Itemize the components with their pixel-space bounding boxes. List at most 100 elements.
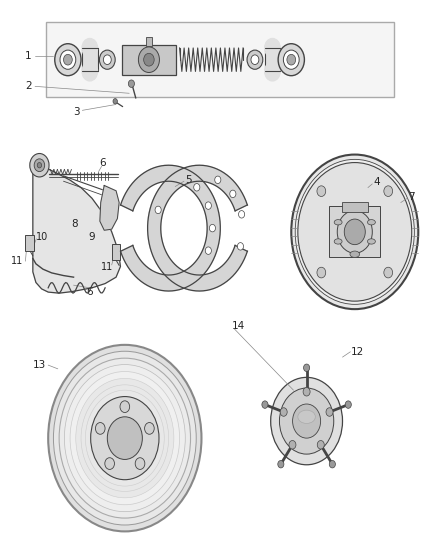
Text: 14: 14 xyxy=(232,321,245,331)
Circle shape xyxy=(64,365,185,512)
Circle shape xyxy=(70,372,180,505)
Circle shape xyxy=(329,461,336,468)
Circle shape xyxy=(205,202,212,209)
Circle shape xyxy=(37,163,42,168)
Text: 6: 6 xyxy=(99,158,106,167)
Circle shape xyxy=(64,54,72,65)
Ellipse shape xyxy=(334,239,342,244)
Ellipse shape xyxy=(367,220,375,225)
Circle shape xyxy=(30,154,49,177)
Circle shape xyxy=(287,54,296,65)
Circle shape xyxy=(194,183,200,191)
Bar xyxy=(329,206,380,257)
Circle shape xyxy=(59,358,191,518)
Circle shape xyxy=(303,387,310,396)
Circle shape xyxy=(82,38,98,58)
Circle shape xyxy=(82,62,98,81)
Circle shape xyxy=(278,461,284,468)
Circle shape xyxy=(145,423,154,434)
Polygon shape xyxy=(148,165,247,291)
Text: 7: 7 xyxy=(408,192,415,202)
Circle shape xyxy=(317,267,326,278)
Circle shape xyxy=(128,80,134,87)
Ellipse shape xyxy=(298,410,315,423)
Circle shape xyxy=(138,47,159,72)
Circle shape xyxy=(384,267,392,278)
Polygon shape xyxy=(100,185,119,230)
Circle shape xyxy=(298,163,412,301)
Circle shape xyxy=(215,176,221,183)
Circle shape xyxy=(105,458,114,470)
Circle shape xyxy=(48,345,201,531)
Circle shape xyxy=(135,458,145,470)
Circle shape xyxy=(107,417,142,459)
Circle shape xyxy=(113,99,117,104)
Text: 4: 4 xyxy=(373,177,380,187)
Circle shape xyxy=(91,397,159,480)
Text: 3: 3 xyxy=(73,107,80,117)
Circle shape xyxy=(251,55,259,64)
Text: 2: 2 xyxy=(25,82,32,91)
Bar xyxy=(82,48,98,71)
Polygon shape xyxy=(33,160,120,293)
Circle shape xyxy=(295,159,414,304)
Circle shape xyxy=(120,401,130,413)
Circle shape xyxy=(81,385,169,491)
Circle shape xyxy=(317,186,326,197)
Ellipse shape xyxy=(367,239,375,244)
Circle shape xyxy=(271,377,343,465)
Circle shape xyxy=(53,351,196,525)
Circle shape xyxy=(345,401,351,408)
Circle shape xyxy=(144,53,154,66)
Circle shape xyxy=(230,190,236,198)
Text: 11: 11 xyxy=(101,262,113,271)
Text: 6: 6 xyxy=(86,287,93,297)
Circle shape xyxy=(384,186,392,197)
Text: 10: 10 xyxy=(35,232,48,242)
Circle shape xyxy=(85,390,164,486)
Circle shape xyxy=(34,159,45,172)
Bar xyxy=(265,48,280,71)
Circle shape xyxy=(155,206,161,214)
Circle shape xyxy=(239,211,245,218)
Circle shape xyxy=(280,408,287,416)
Circle shape xyxy=(344,219,365,245)
Circle shape xyxy=(60,50,76,69)
Text: 11: 11 xyxy=(11,256,24,266)
Ellipse shape xyxy=(350,251,360,257)
Circle shape xyxy=(293,404,321,438)
Bar xyxy=(46,22,394,97)
Bar xyxy=(146,37,152,46)
Text: 8: 8 xyxy=(71,219,78,229)
Circle shape xyxy=(209,224,215,232)
Circle shape xyxy=(278,44,304,76)
Circle shape xyxy=(205,247,212,254)
Circle shape xyxy=(103,55,111,64)
Circle shape xyxy=(55,44,81,76)
Bar xyxy=(25,235,34,251)
Text: 12: 12 xyxy=(350,347,364,357)
Text: 5: 5 xyxy=(185,175,192,184)
Circle shape xyxy=(279,388,334,454)
Bar xyxy=(122,45,176,75)
Polygon shape xyxy=(120,165,220,291)
Circle shape xyxy=(237,243,244,250)
Text: 1: 1 xyxy=(25,51,32,61)
Circle shape xyxy=(283,50,299,69)
Circle shape xyxy=(262,401,268,408)
Circle shape xyxy=(326,408,333,416)
Circle shape xyxy=(247,50,263,69)
Circle shape xyxy=(337,211,372,253)
Circle shape xyxy=(265,62,280,81)
Circle shape xyxy=(289,440,296,449)
Circle shape xyxy=(95,423,105,434)
Circle shape xyxy=(291,155,418,309)
Bar xyxy=(342,202,368,212)
Circle shape xyxy=(304,364,310,372)
Text: 9: 9 xyxy=(88,232,95,241)
Circle shape xyxy=(99,50,115,69)
Circle shape xyxy=(317,440,324,449)
Ellipse shape xyxy=(334,220,342,225)
Bar xyxy=(112,244,120,260)
Circle shape xyxy=(76,378,174,498)
